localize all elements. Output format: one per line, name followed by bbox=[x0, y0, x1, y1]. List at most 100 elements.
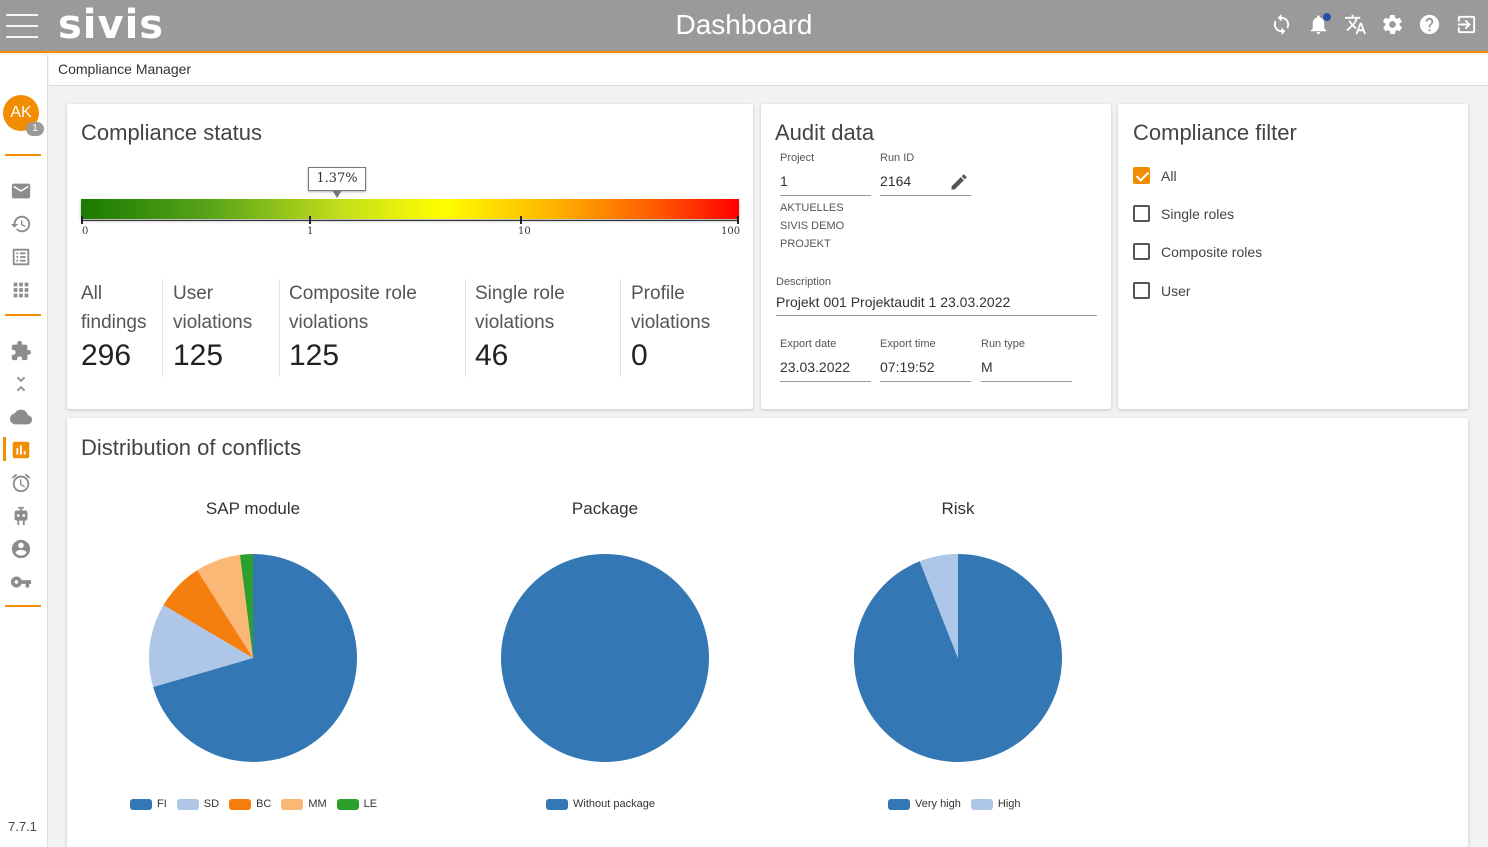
apps-icon[interactable] bbox=[10, 279, 32, 301]
sidebar-divider bbox=[5, 154, 41, 156]
collapse-icon[interactable] bbox=[10, 373, 32, 395]
legend-item[interactable]: Very high bbox=[888, 798, 961, 810]
field-underline bbox=[880, 381, 971, 382]
stat-label: Composite role bbox=[289, 283, 417, 304]
stat-divider bbox=[162, 279, 163, 377]
gauge-tick bbox=[520, 216, 522, 224]
legend-label: Without package bbox=[573, 798, 655, 810]
field-underline bbox=[880, 195, 971, 196]
logout-icon[interactable] bbox=[1455, 13, 1478, 39]
export-date-field[interactable]: 23.03.2022 bbox=[780, 359, 851, 375]
field-underline bbox=[981, 381, 1072, 382]
filter-option-single-roles[interactable]: Single roles bbox=[1133, 205, 1234, 222]
stat-label: violations bbox=[289, 312, 369, 333]
account-icon[interactable] bbox=[10, 538, 32, 560]
alarm-icon[interactable] bbox=[10, 472, 32, 494]
version-label: 7.7.1 bbox=[8, 819, 37, 834]
run-type-label: Run type bbox=[981, 338, 1026, 350]
translate-icon[interactable] bbox=[1344, 13, 1367, 39]
legend-label: LE bbox=[363, 798, 378, 810]
run-id-field[interactable]: 2164 bbox=[880, 173, 912, 189]
breadcrumb[interactable]: Compliance Manager bbox=[58, 61, 192, 77]
pie-slice-high[interactable] bbox=[919, 554, 958, 658]
legend-label: MM bbox=[308, 798, 327, 810]
stat-label: violations bbox=[173, 312, 253, 333]
chart-title-risk: Risk bbox=[941, 499, 975, 518]
stat-single-role-violations: Single role violations 46 bbox=[475, 279, 565, 373]
gauge-tick-label: 10 bbox=[518, 226, 531, 237]
legend-swatch bbox=[970, 798, 993, 810]
gauge-tick-label: 100 bbox=[721, 226, 741, 237]
gauge-tick-label: 0 bbox=[82, 226, 89, 237]
checkbox[interactable] bbox=[1133, 243, 1150, 260]
checkbox-label: All bbox=[1161, 167, 1177, 184]
stat-label: Single role bbox=[475, 283, 565, 304]
sync-icon[interactable] bbox=[1270, 13, 1293, 39]
cloud-icon[interactable] bbox=[10, 406, 32, 428]
legend-swatch bbox=[130, 798, 152, 810]
chart-icon[interactable] bbox=[10, 439, 32, 461]
legend-item[interactable]: BC bbox=[229, 798, 271, 810]
checkbox[interactable] bbox=[1133, 205, 1150, 222]
legend-item[interactable]: High bbox=[970, 798, 1021, 810]
project-name: AKTUELLES SIVIS DEMO PROJEKT bbox=[780, 199, 844, 253]
robot-icon[interactable] bbox=[10, 505, 32, 527]
pie-slice-le[interactable] bbox=[239, 554, 253, 658]
pie-slice-bc[interactable] bbox=[163, 570, 253, 658]
bell-icon[interactable] bbox=[1307, 13, 1331, 39]
legend-swatch bbox=[176, 798, 199, 810]
gauge-pointer bbox=[332, 190, 342, 198]
gauge-value-tooltip: 1.37% bbox=[308, 167, 366, 191]
pie-chart-risk bbox=[854, 554, 1062, 762]
key-icon[interactable] bbox=[10, 571, 32, 593]
avatar[interactable]: AK bbox=[3, 95, 39, 131]
gauge-tick-label: 1 bbox=[307, 226, 314, 237]
notification-dot bbox=[1323, 13, 1331, 21]
run-type-field[interactable]: M bbox=[981, 359, 993, 375]
legend-swatch bbox=[281, 798, 304, 810]
field-underline bbox=[780, 381, 871, 382]
gauge-tick bbox=[737, 216, 739, 224]
filter-option-all[interactable]: All bbox=[1133, 167, 1177, 184]
field-underline bbox=[780, 195, 871, 196]
list-icon[interactable] bbox=[10, 246, 32, 268]
export-time-field[interactable]: 07:19:52 bbox=[880, 359, 935, 375]
pie-slice-fi[interactable] bbox=[153, 554, 357, 762]
help-icon[interactable] bbox=[1418, 13, 1441, 39]
menu-icon[interactable] bbox=[6, 14, 38, 38]
legend-item[interactable]: SD bbox=[176, 798, 219, 810]
export-date-label: Export date bbox=[780, 338, 837, 350]
page-title: Dashboard bbox=[675, 9, 813, 40]
history-icon[interactable] bbox=[10, 213, 32, 235]
stat-value: 0 bbox=[631, 339, 648, 372]
mail-icon[interactable] bbox=[10, 180, 32, 202]
legend-item[interactable]: Without package bbox=[546, 798, 655, 810]
filter-option-composite-roles[interactable]: Composite roles bbox=[1133, 243, 1262, 260]
project-label: Project bbox=[780, 152, 815, 164]
checkbox[interactable] bbox=[1133, 167, 1150, 184]
pie-chart-package bbox=[501, 554, 709, 762]
checkbox[interactable] bbox=[1133, 282, 1150, 299]
checkbox-label: User bbox=[1161, 282, 1191, 299]
filter-option-user[interactable]: User bbox=[1133, 282, 1191, 299]
description-field[interactable]: Projekt 001 Projektaudit 1 23.03.2022 bbox=[776, 294, 1011, 310]
pie-slice-mm[interactable] bbox=[197, 554, 253, 658]
legend-item[interactable]: LE bbox=[336, 798, 378, 810]
pie-slice-without-package[interactable] bbox=[501, 554, 709, 762]
pie-slice-sd[interactable] bbox=[149, 605, 253, 688]
project-field[interactable]: 1 bbox=[780, 173, 788, 189]
puzzle-icon[interactable] bbox=[10, 340, 32, 362]
run-id-label: Run ID bbox=[880, 152, 915, 164]
field-underline bbox=[776, 315, 1097, 316]
gauge-tick bbox=[81, 216, 83, 224]
description-label: Description bbox=[776, 276, 832, 288]
gear-icon[interactable] bbox=[1381, 13, 1404, 39]
export-time-label: Export time bbox=[880, 338, 936, 350]
edit-icon[interactable] bbox=[949, 172, 971, 194]
legend-item[interactable]: FI bbox=[130, 798, 167, 810]
sidebar-divider bbox=[5, 314, 41, 316]
stat-label: User bbox=[173, 283, 214, 304]
legend-item[interactable]: MM bbox=[281, 798, 327, 810]
legend-sap-module: FI SD BC MM LE bbox=[130, 798, 377, 810]
avatar-badge: 1 bbox=[26, 122, 44, 136]
